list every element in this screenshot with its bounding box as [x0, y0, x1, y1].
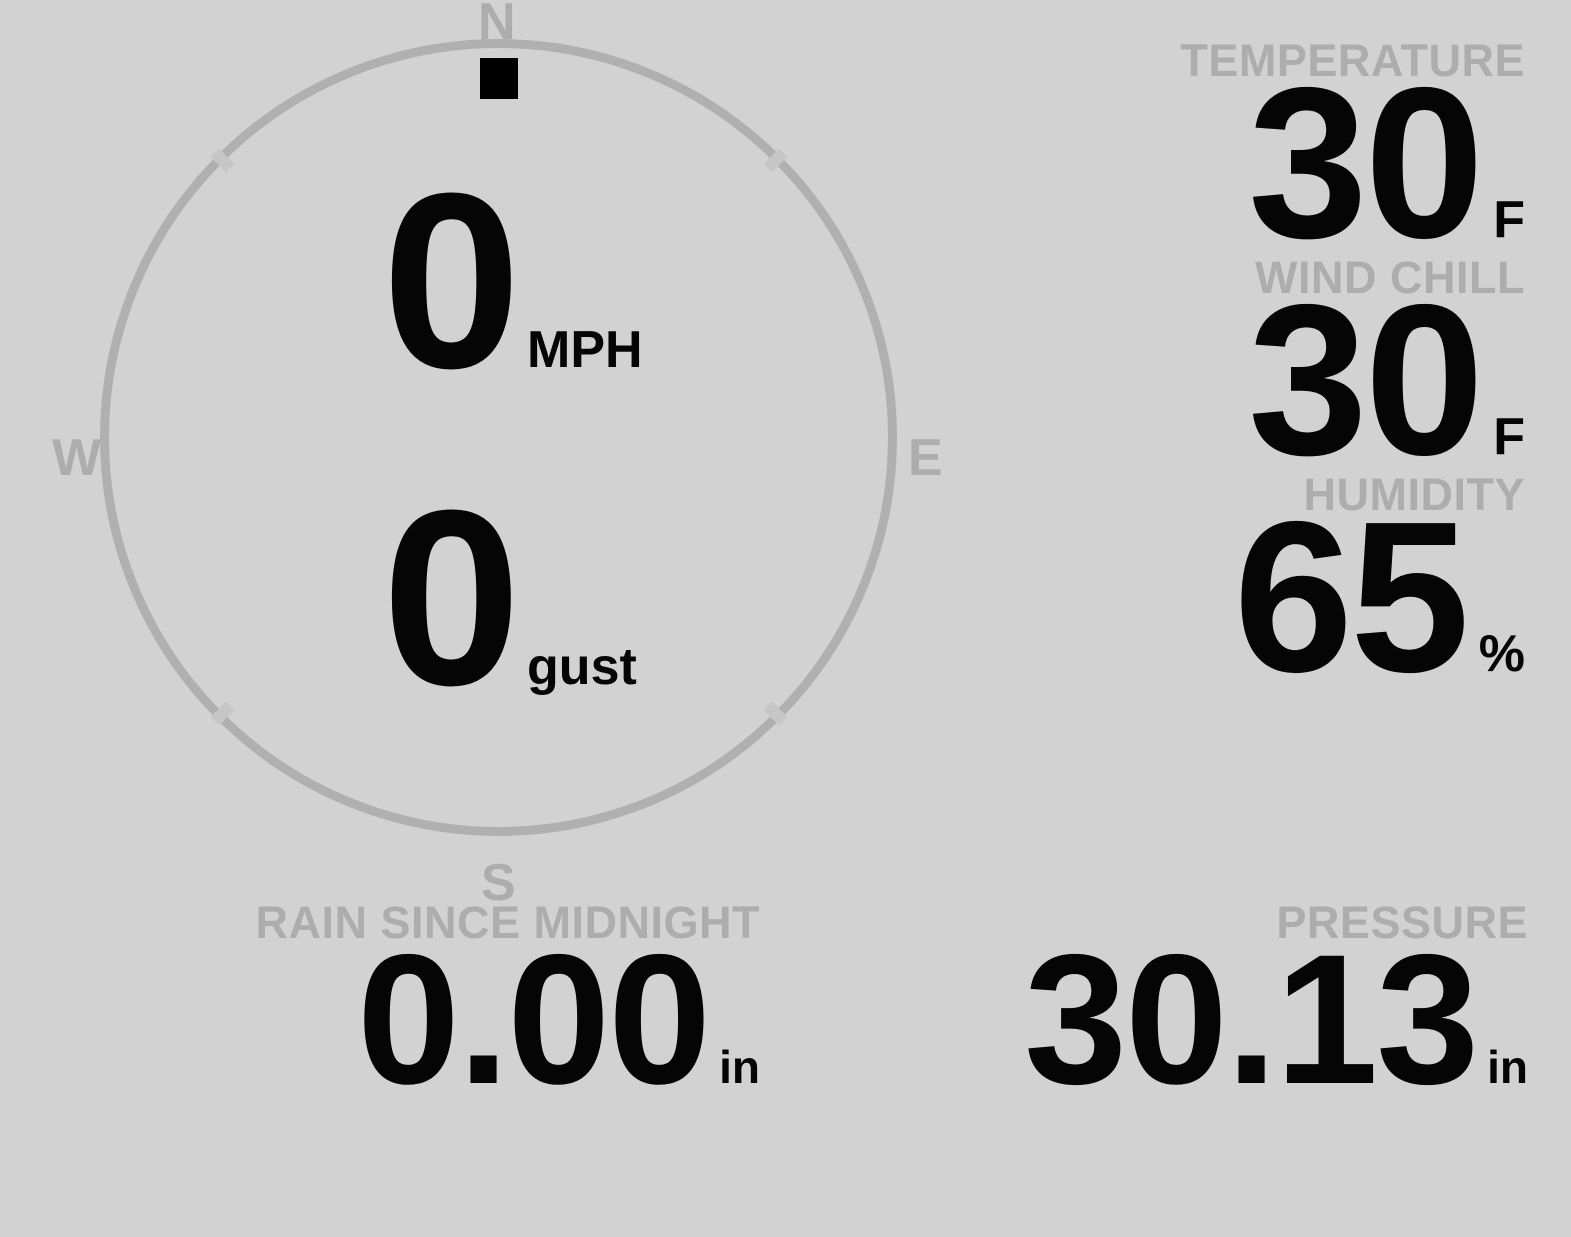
wind-gust-unit: gust [527, 638, 637, 696]
wind-gust-value: 0 [382, 458, 521, 737]
compass-label-east: E [908, 429, 943, 487]
humidity-value: 65 [1233, 476, 1470, 717]
wind-chill-readout: 30 F [1045, 259, 1525, 500]
rain-value: 0.00 [357, 917, 711, 1123]
metric-pressure: PRESSURE 30.13 in [800, 897, 1528, 1123]
wind-speed-readout: 0 MPH [382, 141, 643, 420]
pressure-unit: in [1487, 1041, 1528, 1093]
rain-label: RAIN SINCE MIDNIGHT [255, 897, 760, 948]
metric-temperature: TEMPERATURE 30 F [1045, 35, 1525, 283]
wind-direction-marker-icon [479, 58, 518, 99]
wind-speed-value: 0 [382, 141, 521, 420]
humidity-readout: 65 % [1045, 476, 1525, 717]
wind-chill-value: 30 [1248, 259, 1484, 500]
bottom-row: RAIN SINCE MIDNIGHT 0.00 in PRESSURE 30.… [0, 900, 1571, 1150]
temperature-readout: 30 F [1045, 42, 1525, 283]
temperature-label: TEMPERATURE [1180, 35, 1525, 86]
compass-label-south: S [481, 854, 516, 912]
humidity-unit: % [1478, 625, 1525, 683]
humidity-label: HUMIDITY [1303, 469, 1525, 520]
compass-label-west: W [52, 429, 102, 487]
pressure-value: 30.13 [1024, 917, 1479, 1123]
compass-label-north: N [478, 0, 516, 51]
compass-dial [100, 39, 897, 836]
temperature-unit: F [1493, 191, 1525, 249]
wind-chill-label: WIND CHILL [1255, 252, 1525, 303]
metric-wind-chill: WIND CHILL 30 F [1045, 252, 1525, 500]
metrics-column: TEMPERATURE 30 F WIND CHILL 30 F HUMIDIT… [1045, 35, 1525, 717]
metric-rain-since-midnight: RAIN SINCE MIDNIGHT 0.00 in [140, 897, 761, 1123]
pressure-label: PRESSURE [1276, 897, 1528, 948]
rain-unit: in [719, 1041, 760, 1093]
wind-panel: N S W E 0 MPH 0 gust [0, 0, 1000, 910]
compass-ring [100, 39, 897, 836]
pressure-readout: 30.13 in [800, 917, 1528, 1123]
temperature-value: 30 [1248, 42, 1484, 283]
wind-chill-unit: F [1493, 408, 1525, 466]
wind-speed-unit: MPH [527, 321, 643, 379]
rain-readout: 0.00 in [140, 917, 760, 1123]
wind-gust-readout: 0 gust [382, 458, 637, 737]
metric-humidity: HUMIDITY 65 % [1045, 469, 1525, 717]
